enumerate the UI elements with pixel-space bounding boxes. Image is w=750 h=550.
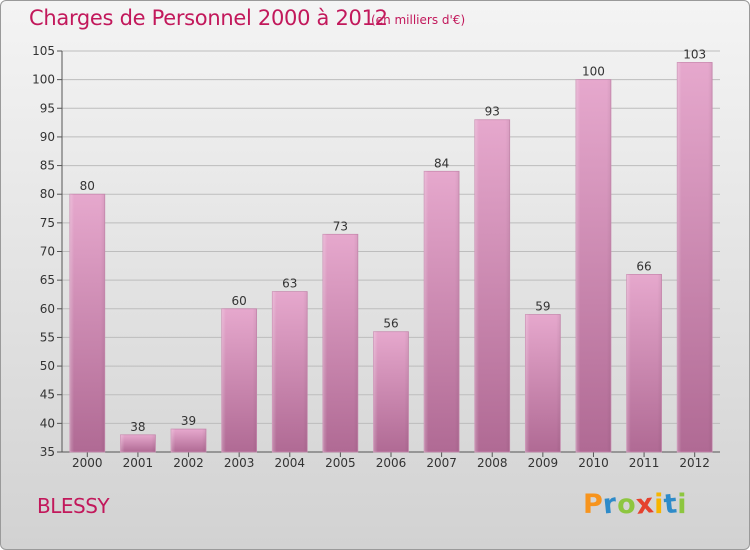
y-tick-label: 60	[40, 302, 55, 316]
x-tick-label-2011: 2011	[629, 456, 660, 470]
value-label-2006: 56	[383, 317, 398, 331]
x-tick-label-2007: 2007	[426, 456, 457, 470]
bar-shade-2012	[677, 62, 713, 452]
chart-title: Charges de Personnel 2000 à 2012	[29, 6, 388, 30]
value-label-2002: 39	[181, 414, 196, 428]
x-tick-label-2005: 2005	[325, 456, 356, 470]
bar-shade-2001	[120, 434, 156, 452]
proxiti-logo[interactable]: Proxiti	[583, 488, 688, 521]
bar-shade-2002	[171, 429, 207, 452]
value-label-2004: 63	[282, 277, 297, 291]
bar-shade-2008	[474, 119, 510, 452]
x-tick-label-2008: 2008	[477, 456, 508, 470]
y-tick-label: 55	[40, 330, 55, 344]
y-tick-label: 50	[40, 359, 55, 373]
y-tick-label: 80	[40, 187, 55, 201]
bar-shade-2006	[373, 331, 409, 452]
commune-name: BLESSY	[37, 494, 110, 518]
value-label-2012: 103	[683, 47, 706, 61]
logo-letter: i	[677, 489, 688, 520]
value-label-2007: 84	[434, 156, 449, 170]
labels: 80 2000 38 2001 39 2002 60 2003 63 2004 73 2005 56 20…	[72, 47, 710, 470]
logo-letter: P	[583, 489, 604, 520]
logo-letter: x	[634, 488, 656, 521]
bar-shade-2003	[221, 308, 257, 452]
value-label-2003: 60	[232, 294, 247, 308]
x-tick-label-2003: 2003	[224, 456, 255, 470]
x-tick-label-2004: 2004	[274, 456, 305, 470]
bar-shade-2000	[69, 194, 105, 452]
value-label-2008: 93	[485, 105, 500, 119]
bar-shade-2005	[322, 234, 358, 452]
x-tick-label-2001: 2001	[123, 456, 154, 470]
value-label-2000: 80	[80, 179, 95, 193]
x-tick-label-2006: 2006	[376, 456, 407, 470]
y-tick-label: 65	[40, 273, 55, 287]
value-label-2005: 73	[333, 219, 348, 233]
bar-shade-2007	[424, 171, 460, 453]
y-tick-label: 105	[32, 44, 55, 58]
bar-shade-2010	[575, 79, 611, 453]
bar-shade-2009	[525, 314, 561, 452]
chart-subtitle: (en milliers d'€)	[371, 13, 466, 27]
value-label-2010: 100	[582, 65, 605, 79]
x-tick-label-2012: 2012	[679, 456, 710, 470]
x-tick-label-2002: 2002	[173, 456, 204, 470]
bars	[69, 62, 713, 453]
bar-shade-2004	[272, 291, 308, 452]
value-label-2009: 59	[535, 300, 550, 314]
y-tick-label: 40	[40, 416, 55, 430]
y-tick-label: 100	[32, 73, 55, 87]
logo-letter: i	[654, 489, 664, 520]
value-label-2011: 66	[636, 259, 651, 273]
y-tick-label: 75	[40, 216, 55, 230]
y-tick-label: 35	[40, 445, 55, 459]
logo-letter: o	[617, 489, 637, 520]
y-tick-label: 95	[40, 101, 55, 115]
value-label-2001: 38	[130, 420, 145, 434]
y-tick-label: 85	[40, 159, 55, 173]
y-tick-label: 90	[40, 130, 55, 144]
x-tick-label-2010: 2010	[578, 456, 609, 470]
y-tick-label: 70	[40, 245, 55, 259]
y-tick-label: 45	[40, 388, 55, 402]
x-tick-label-2000: 2000	[72, 456, 103, 470]
bar-shade-2011	[626, 274, 662, 452]
x-tick-label-2009: 2009	[528, 456, 559, 470]
